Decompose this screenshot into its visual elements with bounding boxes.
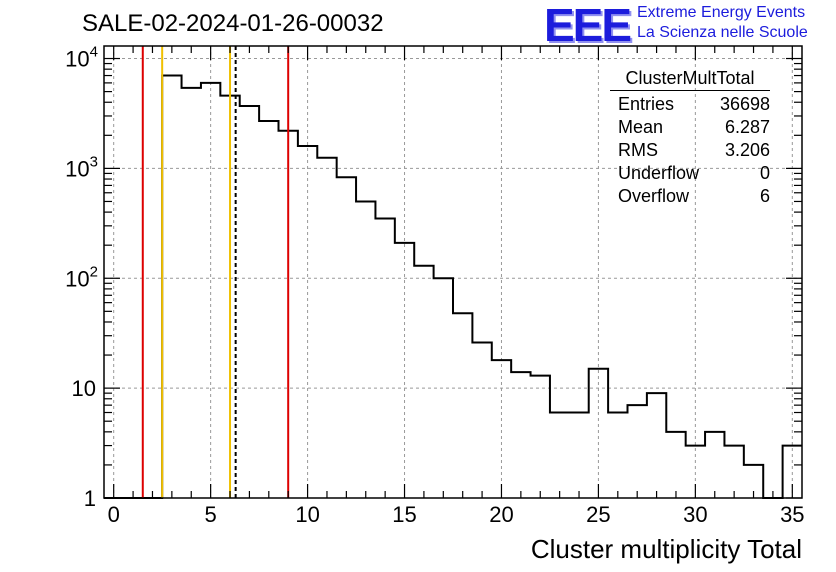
histogram-bin <box>414 266 433 498</box>
stats-box: ClusterMultTotal Entries 36698 Mean 6.28… <box>610 68 770 208</box>
histogram-bin <box>724 446 743 498</box>
stats-row: RMS 3.206 <box>610 139 770 162</box>
stats-value: 36698 <box>719 94 770 114</box>
eee-logo: EEE <box>544 0 632 51</box>
x-axis-title: Cluster multiplicity Total <box>531 534 802 564</box>
y-tick-label: 1 <box>84 486 96 511</box>
histogram-bin <box>531 376 550 498</box>
stats-value: 0 <box>759 163 770 183</box>
plot-frame <box>103 45 803 499</box>
stats-row: Underflow 0 <box>610 162 770 185</box>
histogram-bin <box>511 372 530 498</box>
histogram-bin <box>647 393 666 498</box>
histogram-bin <box>395 243 414 498</box>
histogram-bin <box>182 88 201 498</box>
histogram-bin <box>240 106 259 498</box>
histogram-bin <box>375 218 394 498</box>
x-tick-label: 0 <box>108 502 120 527</box>
histogram-bin <box>337 177 356 498</box>
histogram-bin <box>356 201 375 498</box>
histogram-bin <box>666 432 685 498</box>
histogram-bin <box>705 432 724 498</box>
y-tick-label: 10 <box>72 376 96 401</box>
histogram-bin <box>298 146 317 498</box>
histogram-bin <box>259 121 278 498</box>
histogram-bin <box>434 278 453 498</box>
histogram-line <box>104 74 802 499</box>
stats-row: Overflow 6 <box>610 185 770 208</box>
histogram-bin <box>472 343 491 498</box>
logo-tagline-2: La Scienza nelle Scuole <box>637 24 808 41</box>
y-tick-label: 104 <box>65 44 98 72</box>
x-tick-label: 5 <box>205 502 217 527</box>
y-tick-label: 102 <box>65 263 98 291</box>
histogram-bin <box>453 313 472 498</box>
stats-row: Mean 6.287 <box>610 116 770 139</box>
stats-value: 3.206 <box>724 140 770 160</box>
stats-label: RMS <box>618 140 658 160</box>
stats-label: Underflow <box>618 163 700 183</box>
y-tick-label: 103 <box>65 153 98 181</box>
x-tick-label: 35 <box>780 502 804 527</box>
stats-title: ClusterMultTotal <box>610 68 770 91</box>
logo-tagline-1: Extreme Energy Events <box>637 4 806 21</box>
histogram-bin <box>201 83 220 498</box>
stats-label: Entries <box>618 94 675 114</box>
histogram-bin <box>628 405 647 498</box>
x-tick-label: 15 <box>392 502 416 527</box>
histogram-bin <box>162 76 181 498</box>
histogram-bin <box>492 360 511 498</box>
x-tick-label: 30 <box>683 502 707 527</box>
chart-title: SALE-02-2024-01-26-00032 <box>82 10 384 37</box>
stats-label: Mean <box>618 117 664 137</box>
stats-row: Entries 36698 <box>610 93 770 116</box>
histogram-bin <box>608 413 627 498</box>
histogram-bin <box>569 413 588 498</box>
histogram-bin <box>317 158 336 498</box>
stats-value: 6 <box>759 186 770 206</box>
stats-label: Overflow <box>618 186 690 206</box>
stats-value: 6.287 <box>724 117 770 137</box>
x-tick-label: 10 <box>295 502 319 527</box>
x-tick-label: 20 <box>489 502 513 527</box>
histogram-bin <box>550 413 569 498</box>
x-tick-label: 25 <box>586 502 610 527</box>
histogram-bin <box>589 369 608 498</box>
